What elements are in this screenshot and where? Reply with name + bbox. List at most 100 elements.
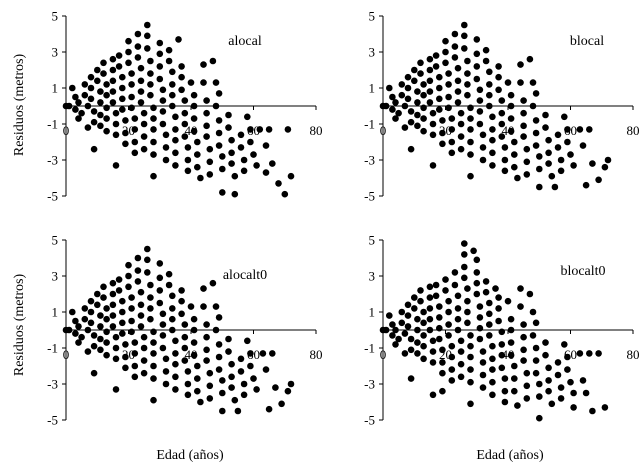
data-point bbox=[219, 153, 226, 160]
data-point bbox=[128, 305, 135, 312]
data-point bbox=[595, 350, 602, 357]
data-point bbox=[125, 37, 132, 45]
data-point bbox=[507, 102, 515, 110]
data-point bbox=[392, 99, 399, 106]
data-point bbox=[445, 81, 452, 88]
data-point bbox=[529, 79, 537, 86]
data-point bbox=[457, 133, 465, 140]
data-point bbox=[389, 332, 396, 339]
data-point bbox=[507, 339, 515, 346]
data-point bbox=[489, 162, 496, 169]
data-point bbox=[504, 79, 512, 86]
data-point bbox=[489, 378, 496, 386]
data-point bbox=[414, 339, 421, 346]
data-point bbox=[570, 389, 577, 397]
data-point bbox=[486, 310, 493, 318]
data-point bbox=[97, 111, 104, 119]
data-point bbox=[498, 328, 506, 336]
data-point bbox=[187, 79, 195, 86]
data-point bbox=[125, 48, 132, 56]
data-point bbox=[436, 106, 443, 113]
data-point bbox=[604, 156, 612, 164]
data-point bbox=[495, 305, 502, 312]
data-point bbox=[128, 70, 135, 77]
data-point bbox=[414, 315, 421, 323]
data-point bbox=[429, 131, 437, 139]
data-point bbox=[520, 122, 527, 130]
data-point bbox=[94, 290, 101, 298]
data-point bbox=[209, 279, 217, 287]
data-point bbox=[100, 283, 107, 291]
data-point bbox=[184, 167, 192, 175]
data-point bbox=[464, 285, 471, 292]
data-point bbox=[401, 350, 409, 357]
data-point bbox=[231, 190, 239, 198]
data-point bbox=[200, 303, 207, 310]
data-point bbox=[156, 274, 164, 282]
data-point bbox=[253, 162, 260, 169]
data-point bbox=[150, 126, 157, 133]
data-point bbox=[103, 104, 110, 112]
data-point bbox=[215, 314, 223, 321]
data-point bbox=[407, 108, 415, 115]
data-point bbox=[457, 109, 465, 117]
data-point bbox=[451, 30, 459, 38]
data-point bbox=[507, 91, 515, 99]
data-point bbox=[284, 126, 292, 133]
data-point bbox=[467, 104, 474, 112]
data-point bbox=[420, 127, 427, 135]
data-point bbox=[90, 369, 98, 377]
data-point bbox=[439, 359, 446, 366]
data-point bbox=[436, 324, 443, 332]
data-point bbox=[228, 160, 235, 167]
data-point bbox=[564, 353, 571, 361]
data-point bbox=[461, 21, 468, 29]
data-point bbox=[87, 73, 95, 81]
data-point bbox=[162, 355, 170, 363]
data-point bbox=[203, 333, 210, 341]
data-point bbox=[461, 240, 468, 247]
data-point bbox=[417, 297, 424, 305]
data-point bbox=[476, 86, 484, 94]
data-point bbox=[140, 133, 148, 140]
data-point bbox=[134, 278, 142, 285]
y-tick-label: -1 bbox=[47, 341, 58, 356]
data-point bbox=[520, 346, 527, 354]
data-point bbox=[281, 190, 289, 198]
data-point bbox=[586, 126, 593, 133]
data-point bbox=[451, 269, 459, 276]
data-point bbox=[122, 353, 129, 361]
data-point bbox=[247, 138, 254, 146]
data-point bbox=[137, 301, 145, 309]
data-point bbox=[464, 57, 471, 65]
data-point bbox=[109, 290, 117, 298]
data-point bbox=[473, 50, 481, 58]
data-point bbox=[486, 91, 493, 99]
data-point bbox=[172, 360, 179, 368]
data-point bbox=[156, 50, 164, 58]
data-point bbox=[200, 61, 207, 68]
panel-label: alocal bbox=[228, 34, 262, 49]
data-point bbox=[429, 359, 437, 366]
data-point bbox=[100, 70, 107, 77]
data-point bbox=[532, 90, 540, 97]
data-point bbox=[486, 102, 493, 110]
data-point bbox=[467, 115, 474, 122]
data-point bbox=[536, 165, 543, 173]
data-point bbox=[504, 297, 512, 305]
data-point bbox=[404, 73, 412, 81]
x-tick-label: 0 bbox=[380, 347, 387, 362]
data-point bbox=[461, 32, 468, 40]
data-point bbox=[448, 353, 456, 361]
data-point bbox=[172, 162, 179, 169]
data-point bbox=[159, 344, 167, 352]
data-point bbox=[147, 281, 154, 289]
data-point bbox=[426, 283, 434, 291]
data-point bbox=[128, 294, 135, 301]
data-point bbox=[467, 151, 474, 158]
data-point bbox=[532, 344, 540, 352]
data-point bbox=[184, 368, 192, 375]
data-point bbox=[144, 269, 151, 276]
data-point bbox=[436, 95, 443, 103]
